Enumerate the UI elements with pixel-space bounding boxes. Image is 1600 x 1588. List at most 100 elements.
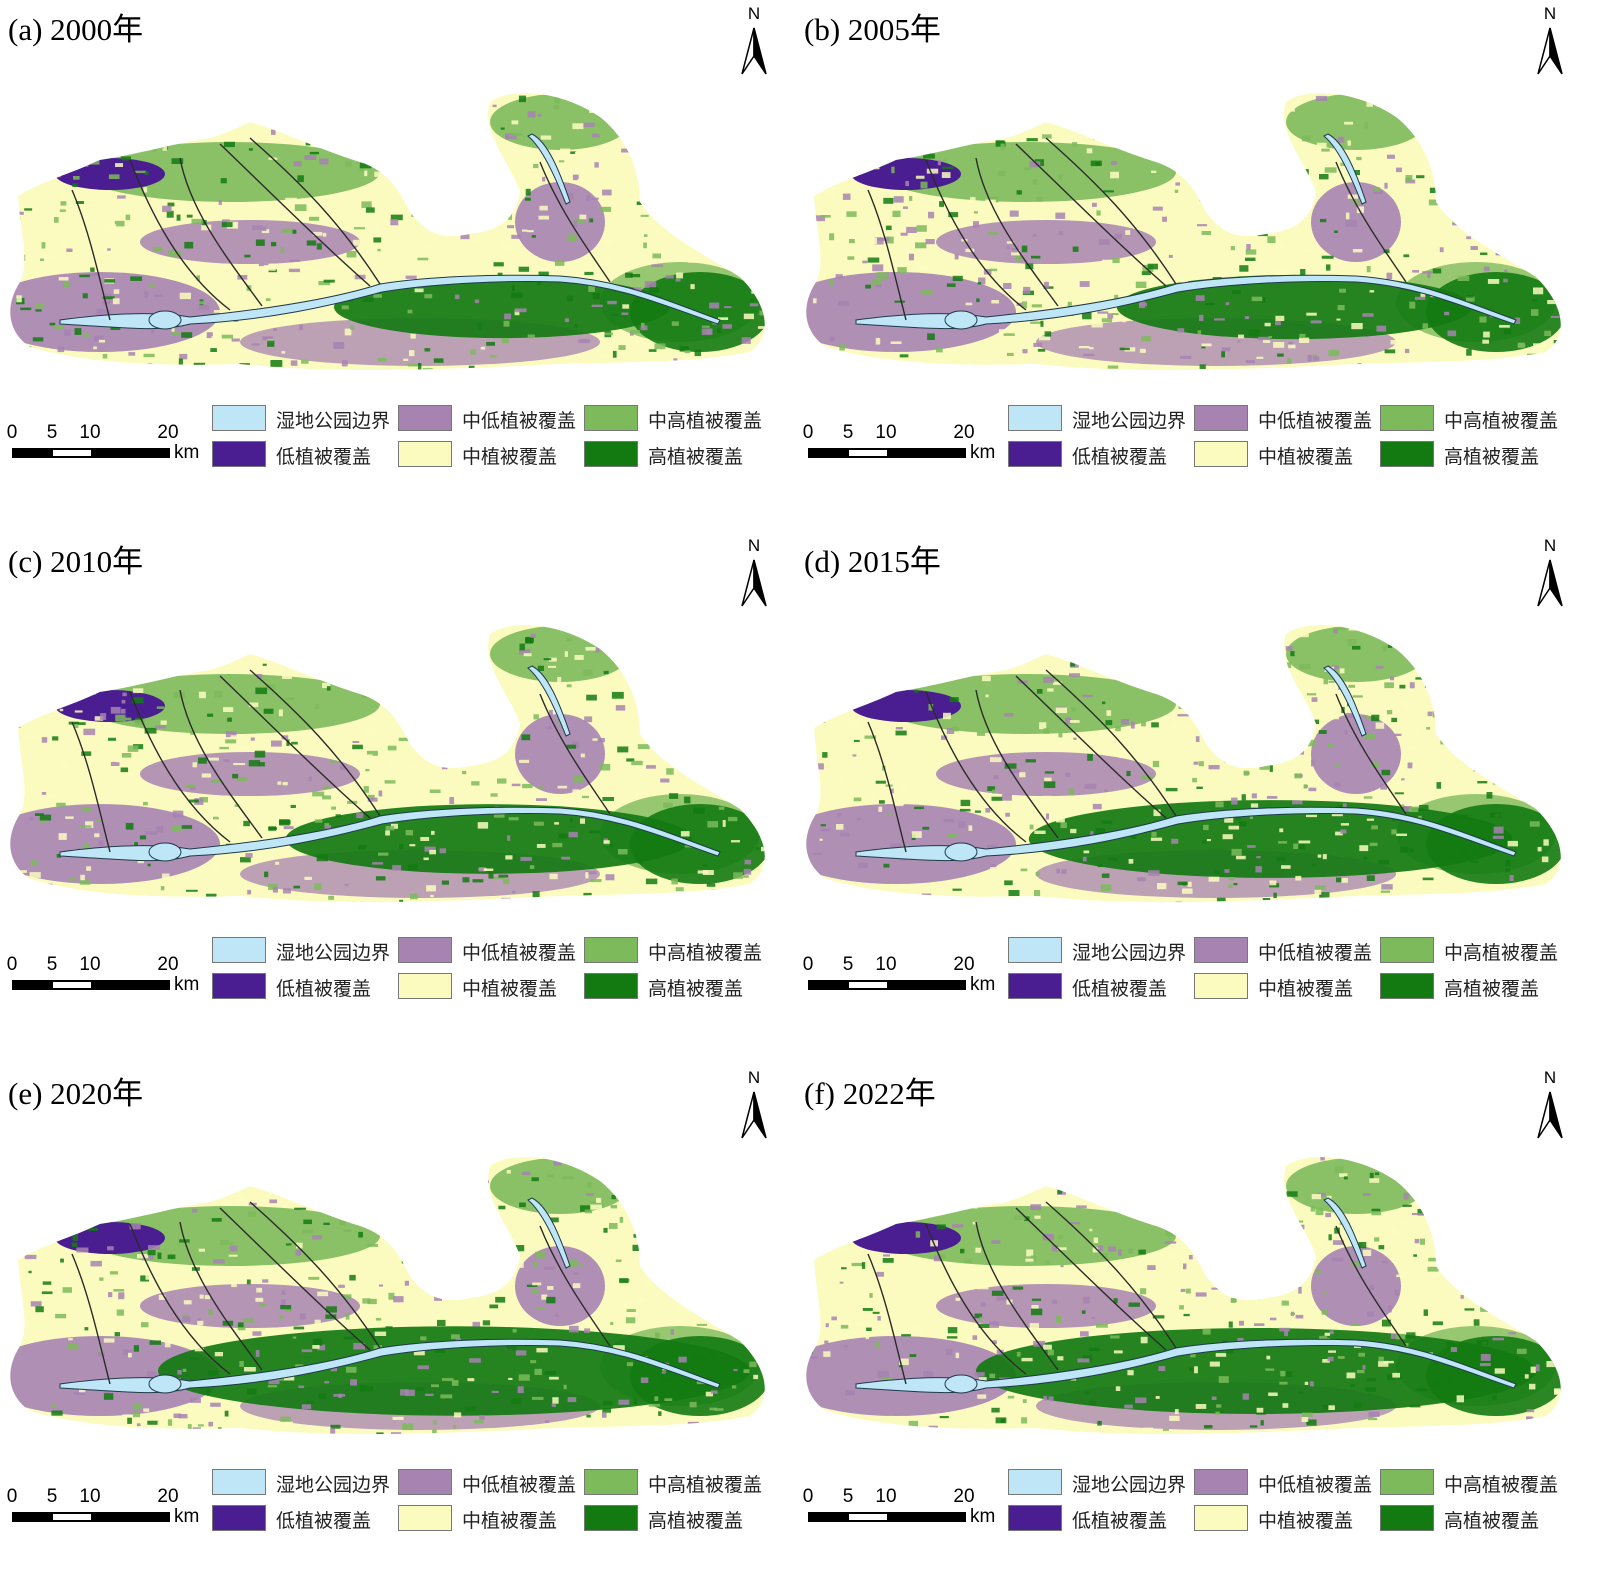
legend-item: 中高植被覆盖 [584, 1468, 774, 1498]
legend-swatch [584, 973, 638, 999]
scale-tick-label: 5 [842, 954, 854, 975]
scale-bar-graphic [12, 448, 170, 458]
legend-item: 中高植被覆盖 [584, 404, 774, 434]
north-arrow: N [734, 4, 774, 80]
legend-swatch [1008, 973, 1062, 999]
legend-label: 中植被覆盖 [462, 978, 558, 1000]
scale-tick-label: 10 [79, 422, 101, 443]
legend-label: 中低植被覆盖 [1258, 942, 1373, 964]
scale-tick-label: 20 [953, 954, 975, 975]
legend-item: 低植被覆盖 [1008, 440, 1198, 470]
scale-tick-label: 10 [79, 1486, 101, 1507]
north-arrow-icon [741, 559, 767, 607]
legend-item: 中低植被覆盖 [1194, 1468, 1384, 1498]
north-arrow-icon [741, 27, 767, 75]
legend-swatch [212, 1469, 266, 1495]
legend-label: 中低植被覆盖 [462, 942, 577, 964]
legend-label: 中植被覆盖 [1258, 1510, 1354, 1532]
north-arrow-icon [1537, 1091, 1563, 1139]
legend-label: 湿地公园边界 [1072, 410, 1187, 432]
north-label: N [1543, 536, 1557, 555]
scale-bar-graphic [808, 448, 966, 458]
panel-title: (c) 2010年 [8, 544, 144, 579]
scale-tick-label: 20 [157, 1486, 179, 1507]
legend-swatch [398, 937, 452, 963]
legend-item: 中植被覆盖 [1194, 1504, 1384, 1534]
scale-tick-label: 0 [802, 954, 814, 975]
map-panel: (d) 2015年 N 0 5 10 20 km 湿地公园边界 中低植被覆盖 中高植被覆盖 低植被覆… [796, 532, 1596, 1056]
scale-tick-label: 10 [875, 1486, 897, 1507]
scale-unit: km [970, 1506, 996, 1527]
vegetation-map [806, 93, 1561, 371]
scale-tick-label: 20 [157, 954, 179, 975]
scale-unit: km [970, 442, 996, 463]
scale-tick-label: 5 [46, 1486, 58, 1507]
scale-bar: 0 5 10 20 km [7, 954, 208, 1004]
legend-label: 低植被覆盖 [276, 1510, 372, 1532]
legend: 湿地公园边界 中低植被覆盖 中高植被覆盖 低植被覆盖 中植被覆盖 高植被覆盖 [1008, 404, 1588, 476]
legend-swatch [398, 1505, 452, 1531]
legend-label: 中高植被覆盖 [648, 942, 763, 964]
scale-bar-graphic [808, 980, 966, 990]
scale-tick-label: 20 [953, 1486, 975, 1507]
legend-swatch [1380, 1469, 1434, 1495]
legend-item: 高植被覆盖 [1380, 1504, 1570, 1534]
legend-label: 低植被覆盖 [1072, 978, 1168, 1000]
scale-tick-label: 0 [802, 1486, 814, 1507]
legend-item: 湿地公园边界 [212, 936, 402, 966]
legend-item: 高植被覆盖 [584, 440, 774, 470]
legend-swatch [212, 973, 266, 999]
legend-item: 湿地公园边界 [212, 404, 402, 434]
legend-swatch [212, 937, 266, 963]
panel-title: (d) 2015年 [804, 544, 941, 579]
legend-item: 湿地公园边界 [1008, 404, 1198, 434]
legend-label: 高植被覆盖 [1444, 1510, 1540, 1532]
legend-swatch [1194, 937, 1248, 963]
legend-swatch [398, 441, 452, 467]
scale-unit: km [174, 442, 200, 463]
north-arrow: N [734, 1068, 774, 1144]
legend-swatch [1194, 973, 1248, 999]
legend-item: 中低植被覆盖 [1194, 936, 1384, 966]
legend-swatch [1380, 441, 1434, 467]
legend-swatch [584, 441, 638, 467]
scale-bar: 0 5 10 20 km [803, 422, 1004, 472]
legend-item: 中低植被覆盖 [398, 1468, 588, 1498]
scale-bar: 0 5 10 20 km [802, 1486, 1004, 1536]
vegetation-map [10, 93, 765, 371]
scale-tick-label: 10 [875, 954, 897, 975]
legend-swatch [398, 1469, 452, 1495]
legend-swatch [1380, 973, 1434, 999]
north-label: N [1543, 4, 1557, 23]
legend-label: 低植被覆盖 [1072, 1510, 1168, 1532]
scale-segment [53, 450, 91, 456]
legend-item: 低植被覆盖 [212, 972, 402, 1002]
legend-swatch [584, 1469, 638, 1495]
scale-unit: km [174, 974, 200, 995]
legend-label: 高植被覆盖 [648, 1510, 744, 1532]
legend-item: 高植被覆盖 [1380, 972, 1570, 1002]
legend-label: 湿地公园边界 [276, 942, 391, 964]
legend-label: 中低植被覆盖 [462, 1474, 577, 1496]
north-arrow: N [1530, 1068, 1570, 1144]
scale-tick-label: 0 [6, 422, 18, 443]
legend-swatch [1380, 405, 1434, 431]
legend-label: 中植被覆盖 [1258, 446, 1354, 468]
legend-swatch [1194, 1469, 1248, 1495]
north-label: N [747, 1068, 761, 1087]
legend-label: 湿地公园边界 [1072, 942, 1187, 964]
legend-item: 湿地公园边界 [212, 1468, 402, 1498]
scale-tick-label: 5 [842, 422, 854, 443]
legend-item: 中低植被覆盖 [398, 936, 588, 966]
legend-label: 中高植被覆盖 [648, 1474, 763, 1496]
scale-tick-label: 5 [46, 422, 58, 443]
scale-unit: km [174, 1506, 200, 1527]
scale-bar-graphic [12, 980, 170, 990]
legend-label: 中植被覆盖 [462, 1510, 558, 1532]
north-label: N [747, 4, 761, 23]
scale-segment [849, 982, 887, 988]
legend-label: 中高植被覆盖 [1444, 1474, 1559, 1496]
north-arrow-icon [741, 1091, 767, 1139]
legend-label: 中植被覆盖 [462, 446, 558, 468]
scale-tick-label: 5 [842, 1486, 854, 1507]
